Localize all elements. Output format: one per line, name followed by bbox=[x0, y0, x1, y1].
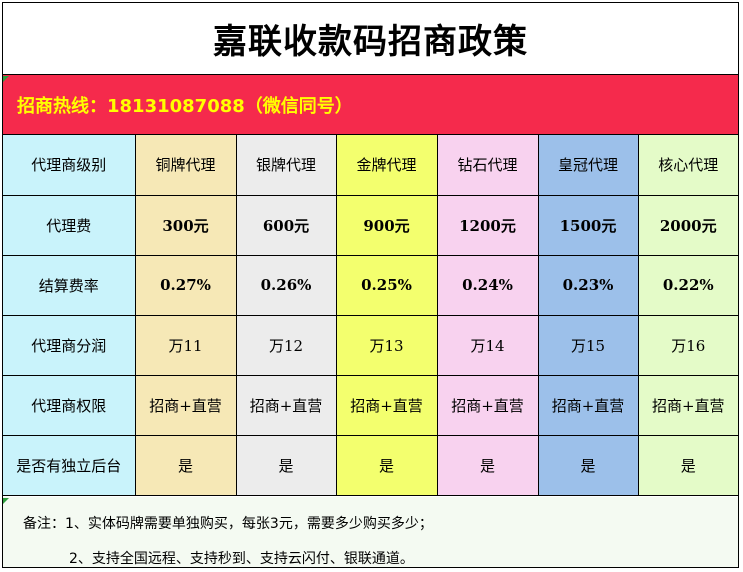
table-header-row: 代理商级别 铜牌代理 银牌代理 金牌代理 钻石代理 皇冠代理 核心代理 bbox=[3, 135, 738, 196]
table-cell: 1200元 bbox=[436, 194, 539, 256]
note-line-2: 2、支持全国远程、支持秒到、支持云闪付、银联通道。 bbox=[69, 551, 414, 567]
cell-comment-marker bbox=[3, 498, 9, 504]
agent-level-table: 代理商级别 铜牌代理 银牌代理 金牌代理 钻石代理 皇冠代理 核心代理 代理费 … bbox=[3, 135, 738, 496]
table-row: 是否有独立后台 是 是 是 是 是 是 bbox=[3, 434, 738, 496]
row-label: 代理商分润 bbox=[3, 314, 136, 376]
table-cell: 万14 bbox=[436, 314, 539, 376]
level-copper: 铜牌代理 bbox=[134, 135, 237, 196]
table-cell: 0.25% bbox=[335, 254, 438, 316]
table-row: 代理商权限 招商+直营 招商+直营 招商+直营 招商+直营 招商+直营 招商+直… bbox=[3, 374, 738, 436]
level-diamond: 钻石代理 bbox=[436, 135, 539, 196]
table-cell: 0.23% bbox=[537, 254, 639, 316]
level-silver: 银牌代理 bbox=[235, 135, 337, 196]
table-row: 结算费率 0.27% 0.26% 0.25% 0.24% 0.23% 0.22% bbox=[3, 254, 738, 316]
table-cell: 600元 bbox=[235, 194, 337, 256]
table-cell: 是 bbox=[537, 434, 639, 496]
table-cell: 招商+直营 bbox=[335, 374, 438, 436]
table-cell: 是 bbox=[134, 434, 237, 496]
row-label: 结算费率 bbox=[3, 254, 136, 316]
table-cell: 万11 bbox=[134, 314, 237, 376]
table-cell: 是 bbox=[335, 434, 438, 496]
table-cell: 2000元 bbox=[637, 194, 738, 256]
cell-comment-marker bbox=[3, 76, 9, 82]
table-cell: 300元 bbox=[134, 194, 237, 256]
table-cell: 万13 bbox=[335, 314, 438, 376]
table-cell: 0.22% bbox=[637, 254, 738, 316]
table-cell: 招商+直营 bbox=[134, 374, 237, 436]
table-cell: 招商+直营 bbox=[637, 374, 738, 436]
table-cell: 是 bbox=[637, 434, 738, 496]
page-title: 嘉联收款码招商政策 bbox=[3, 3, 738, 75]
table-cell: 招商+直营 bbox=[235, 374, 337, 436]
table-cell: 招商+直营 bbox=[537, 374, 639, 436]
row-label: 代理费 bbox=[3, 194, 136, 256]
row-label: 代理商权限 bbox=[3, 374, 136, 436]
table-cell: 是 bbox=[436, 434, 539, 496]
row-label: 是否有独立后台 bbox=[3, 434, 136, 496]
table-cell: 万16 bbox=[637, 314, 738, 376]
header-label-cell: 代理商级别 bbox=[3, 135, 136, 196]
table-cell: 是 bbox=[235, 434, 337, 496]
note-line-1: 备注：1、实体码牌需要单独购买，每张3元，需要多少购买多少； bbox=[23, 516, 433, 532]
table-cell: 万15 bbox=[537, 314, 639, 376]
table-cell: 900元 bbox=[335, 194, 438, 256]
table-row: 代理商分润 万11 万12 万13 万14 万15 万16 bbox=[3, 314, 738, 376]
table-cell: 1500元 bbox=[537, 194, 639, 256]
level-core: 核心代理 bbox=[637, 135, 738, 196]
table-cell: 0.26% bbox=[235, 254, 337, 316]
table-cell: 0.24% bbox=[436, 254, 539, 316]
notes-section: 备注：1、实体码牌需要单独购买，每张3元，需要多少购买多少； 2、支持全国远程、… bbox=[3, 497, 738, 567]
level-gold: 金牌代理 bbox=[335, 135, 438, 196]
table-cell: 招商+直营 bbox=[436, 374, 539, 436]
level-crown: 皇冠代理 bbox=[537, 135, 639, 196]
table-row: 代理费 300元 600元 900元 1200元 1500元 2000元 bbox=[3, 194, 738, 256]
table-cell: 万12 bbox=[235, 314, 337, 376]
table-cell: 0.27% bbox=[134, 254, 237, 316]
hotline-banner: 招商热线：18131087088（微信同号） bbox=[3, 75, 738, 135]
